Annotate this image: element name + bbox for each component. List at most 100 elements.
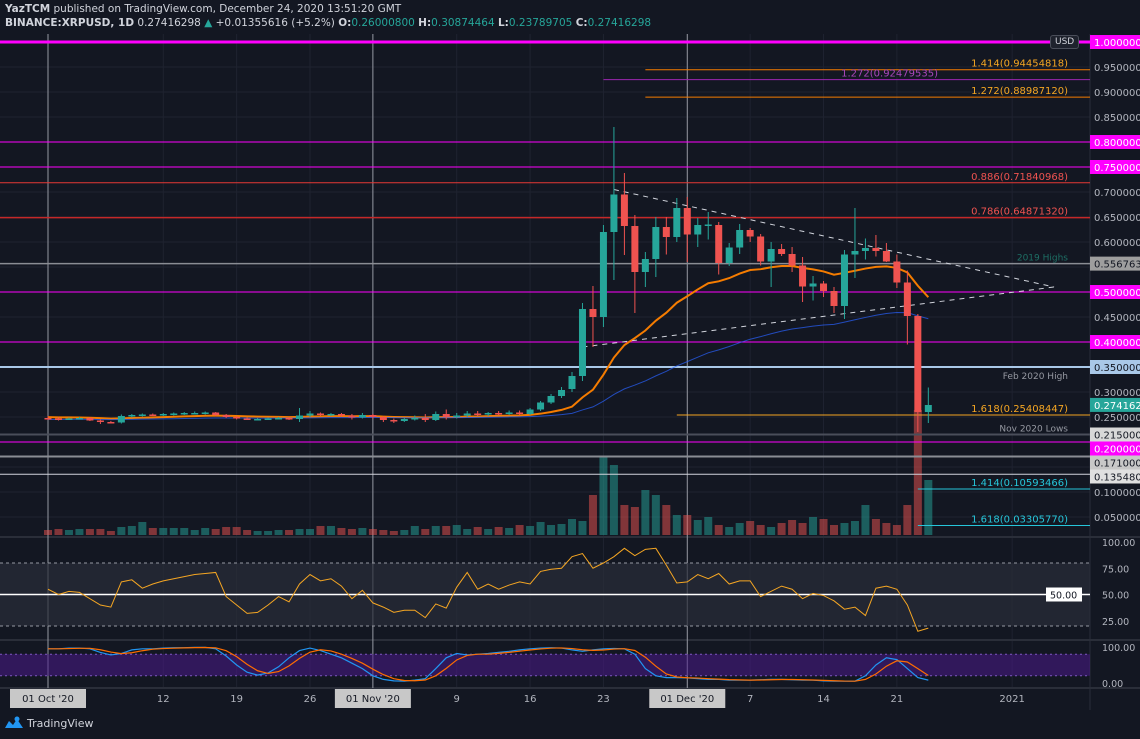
- price-badge[interactable]: [1090, 135, 1140, 149]
- candle[interactable]: [358, 413, 366, 419]
- candle[interactable]: [484, 412, 492, 416]
- candle[interactable]: [191, 411, 199, 415]
- candle[interactable]: [882, 243, 890, 262]
- price-badge[interactable]: [1090, 397, 1140, 412]
- candle[interactable]: [516, 410, 524, 416]
- candle[interactable]: [673, 198, 681, 242]
- candle[interactable]: [568, 372, 576, 392]
- candle[interactable]: [893, 254, 901, 289]
- candle[interactable]: [830, 287, 838, 313]
- price-badge[interactable]: [1090, 469, 1140, 484]
- candle[interactable]: [694, 218, 702, 247]
- candle[interactable]: [54, 417, 62, 421]
- candle[interactable]: [872, 235, 880, 257]
- candle[interactable]: [652, 217, 660, 277]
- price-badge[interactable]: [1090, 285, 1140, 299]
- candle[interactable]: [316, 412, 324, 417]
- candle[interactable]: [400, 418, 408, 422]
- candle[interactable]: [809, 276, 817, 301]
- candle[interactable]: [327, 413, 335, 416]
- candle[interactable]: [641, 252, 649, 287]
- candle[interactable]: [86, 417, 94, 421]
- candle[interactable]: [537, 401, 545, 411]
- price-badge[interactable]: [1090, 427, 1140, 442]
- candle[interactable]: [725, 243, 733, 266]
- candle[interactable]: [505, 410, 513, 416]
- currency-badge[interactable]: USD: [1050, 35, 1080, 49]
- candle[interactable]: [306, 411, 314, 417]
- candle[interactable]: [683, 197, 691, 262]
- candle[interactable]: [432, 411, 440, 422]
- candle[interactable]: [243, 417, 251, 421]
- candle[interactable]: [233, 416, 241, 420]
- candle[interactable]: [75, 417, 83, 420]
- price-badge[interactable]: [1090, 160, 1140, 174]
- candle[interactable]: [107, 421, 115, 424]
- candle[interactable]: [96, 419, 104, 425]
- candle[interactable]: [285, 417, 293, 421]
- candle[interactable]: [180, 412, 188, 415]
- candle[interactable]: [453, 413, 461, 419]
- footer-brand[interactable]: TradingView: [4, 716, 93, 730]
- price-badge[interactable]: [1090, 335, 1140, 349]
- price-badge[interactable]: [1090, 35, 1140, 49]
- candle[interactable]: [767, 242, 775, 287]
- candle[interactable]: [65, 417, 73, 421]
- candle[interactable]: [861, 238, 869, 260]
- candle[interactable]: [746, 228, 754, 242]
- author-name[interactable]: YazTCM: [5, 3, 51, 15]
- candle[interactable]: [254, 418, 262, 421]
- candle[interactable]: [149, 413, 157, 417]
- candle[interactable]: [903, 270, 911, 345]
- candle[interactable]: [778, 244, 786, 256]
- candle[interactable]: [526, 408, 534, 415]
- candle[interactable]: [578, 303, 586, 381]
- candle[interactable]: [411, 415, 419, 421]
- candle[interactable]: [662, 217, 670, 255]
- candle[interactable]: [820, 281, 828, 297]
- candle[interactable]: [924, 387, 932, 424]
- candle[interactable]: [44, 416, 52, 420]
- candle[interactable]: [840, 250, 848, 319]
- candle[interactable]: [715, 222, 723, 275]
- candle[interactable]: [348, 414, 356, 420]
- candle[interactable]: [851, 208, 859, 278]
- candle[interactable]: [117, 414, 125, 424]
- candle[interactable]: [558, 387, 566, 398]
- price-badge[interactable]: [1090, 256, 1140, 271]
- candle[interactable]: [620, 173, 628, 255]
- candle[interactable]: [369, 414, 377, 419]
- candle[interactable]: [547, 394, 555, 404]
- candle[interactable]: [128, 414, 136, 418]
- candle[interactable]: [421, 414, 429, 422]
- candle[interactable]: [264, 417, 272, 421]
- price-badge[interactable]: [1090, 441, 1140, 456]
- candle[interactable]: [296, 408, 304, 422]
- price-badge[interactable]: [1090, 455, 1140, 470]
- candle[interactable]: [704, 212, 712, 240]
- candle[interactable]: [610, 127, 618, 280]
- symbol-label[interactable]: BINANCE:XRPUSD, 1D: [5, 17, 135, 29]
- candle[interactable]: [495, 411, 503, 415]
- candle[interactable]: [589, 286, 597, 347]
- candle[interactable]: [474, 411, 482, 416]
- candle[interactable]: [799, 257, 807, 302]
- candle[interactable]: [379, 416, 387, 422]
- candle[interactable]: [757, 234, 765, 266]
- candle[interactable]: [788, 247, 796, 272]
- candle[interactable]: [138, 413, 146, 417]
- candle[interactable]: [337, 413, 345, 417]
- candle[interactable]: [390, 418, 398, 424]
- candle[interactable]: [201, 411, 209, 415]
- candle[interactable]: [631, 215, 639, 313]
- candle[interactable]: [159, 413, 167, 416]
- candle[interactable]: [170, 412, 178, 416]
- price-badge[interactable]: [1090, 360, 1140, 374]
- candle[interactable]: [736, 224, 744, 254]
- candle[interactable]: [599, 225, 607, 327]
- candle[interactable]: [212, 412, 220, 416]
- candle[interactable]: [463, 411, 471, 417]
- candle[interactable]: [914, 314, 922, 432]
- candle[interactable]: [442, 409, 450, 420]
